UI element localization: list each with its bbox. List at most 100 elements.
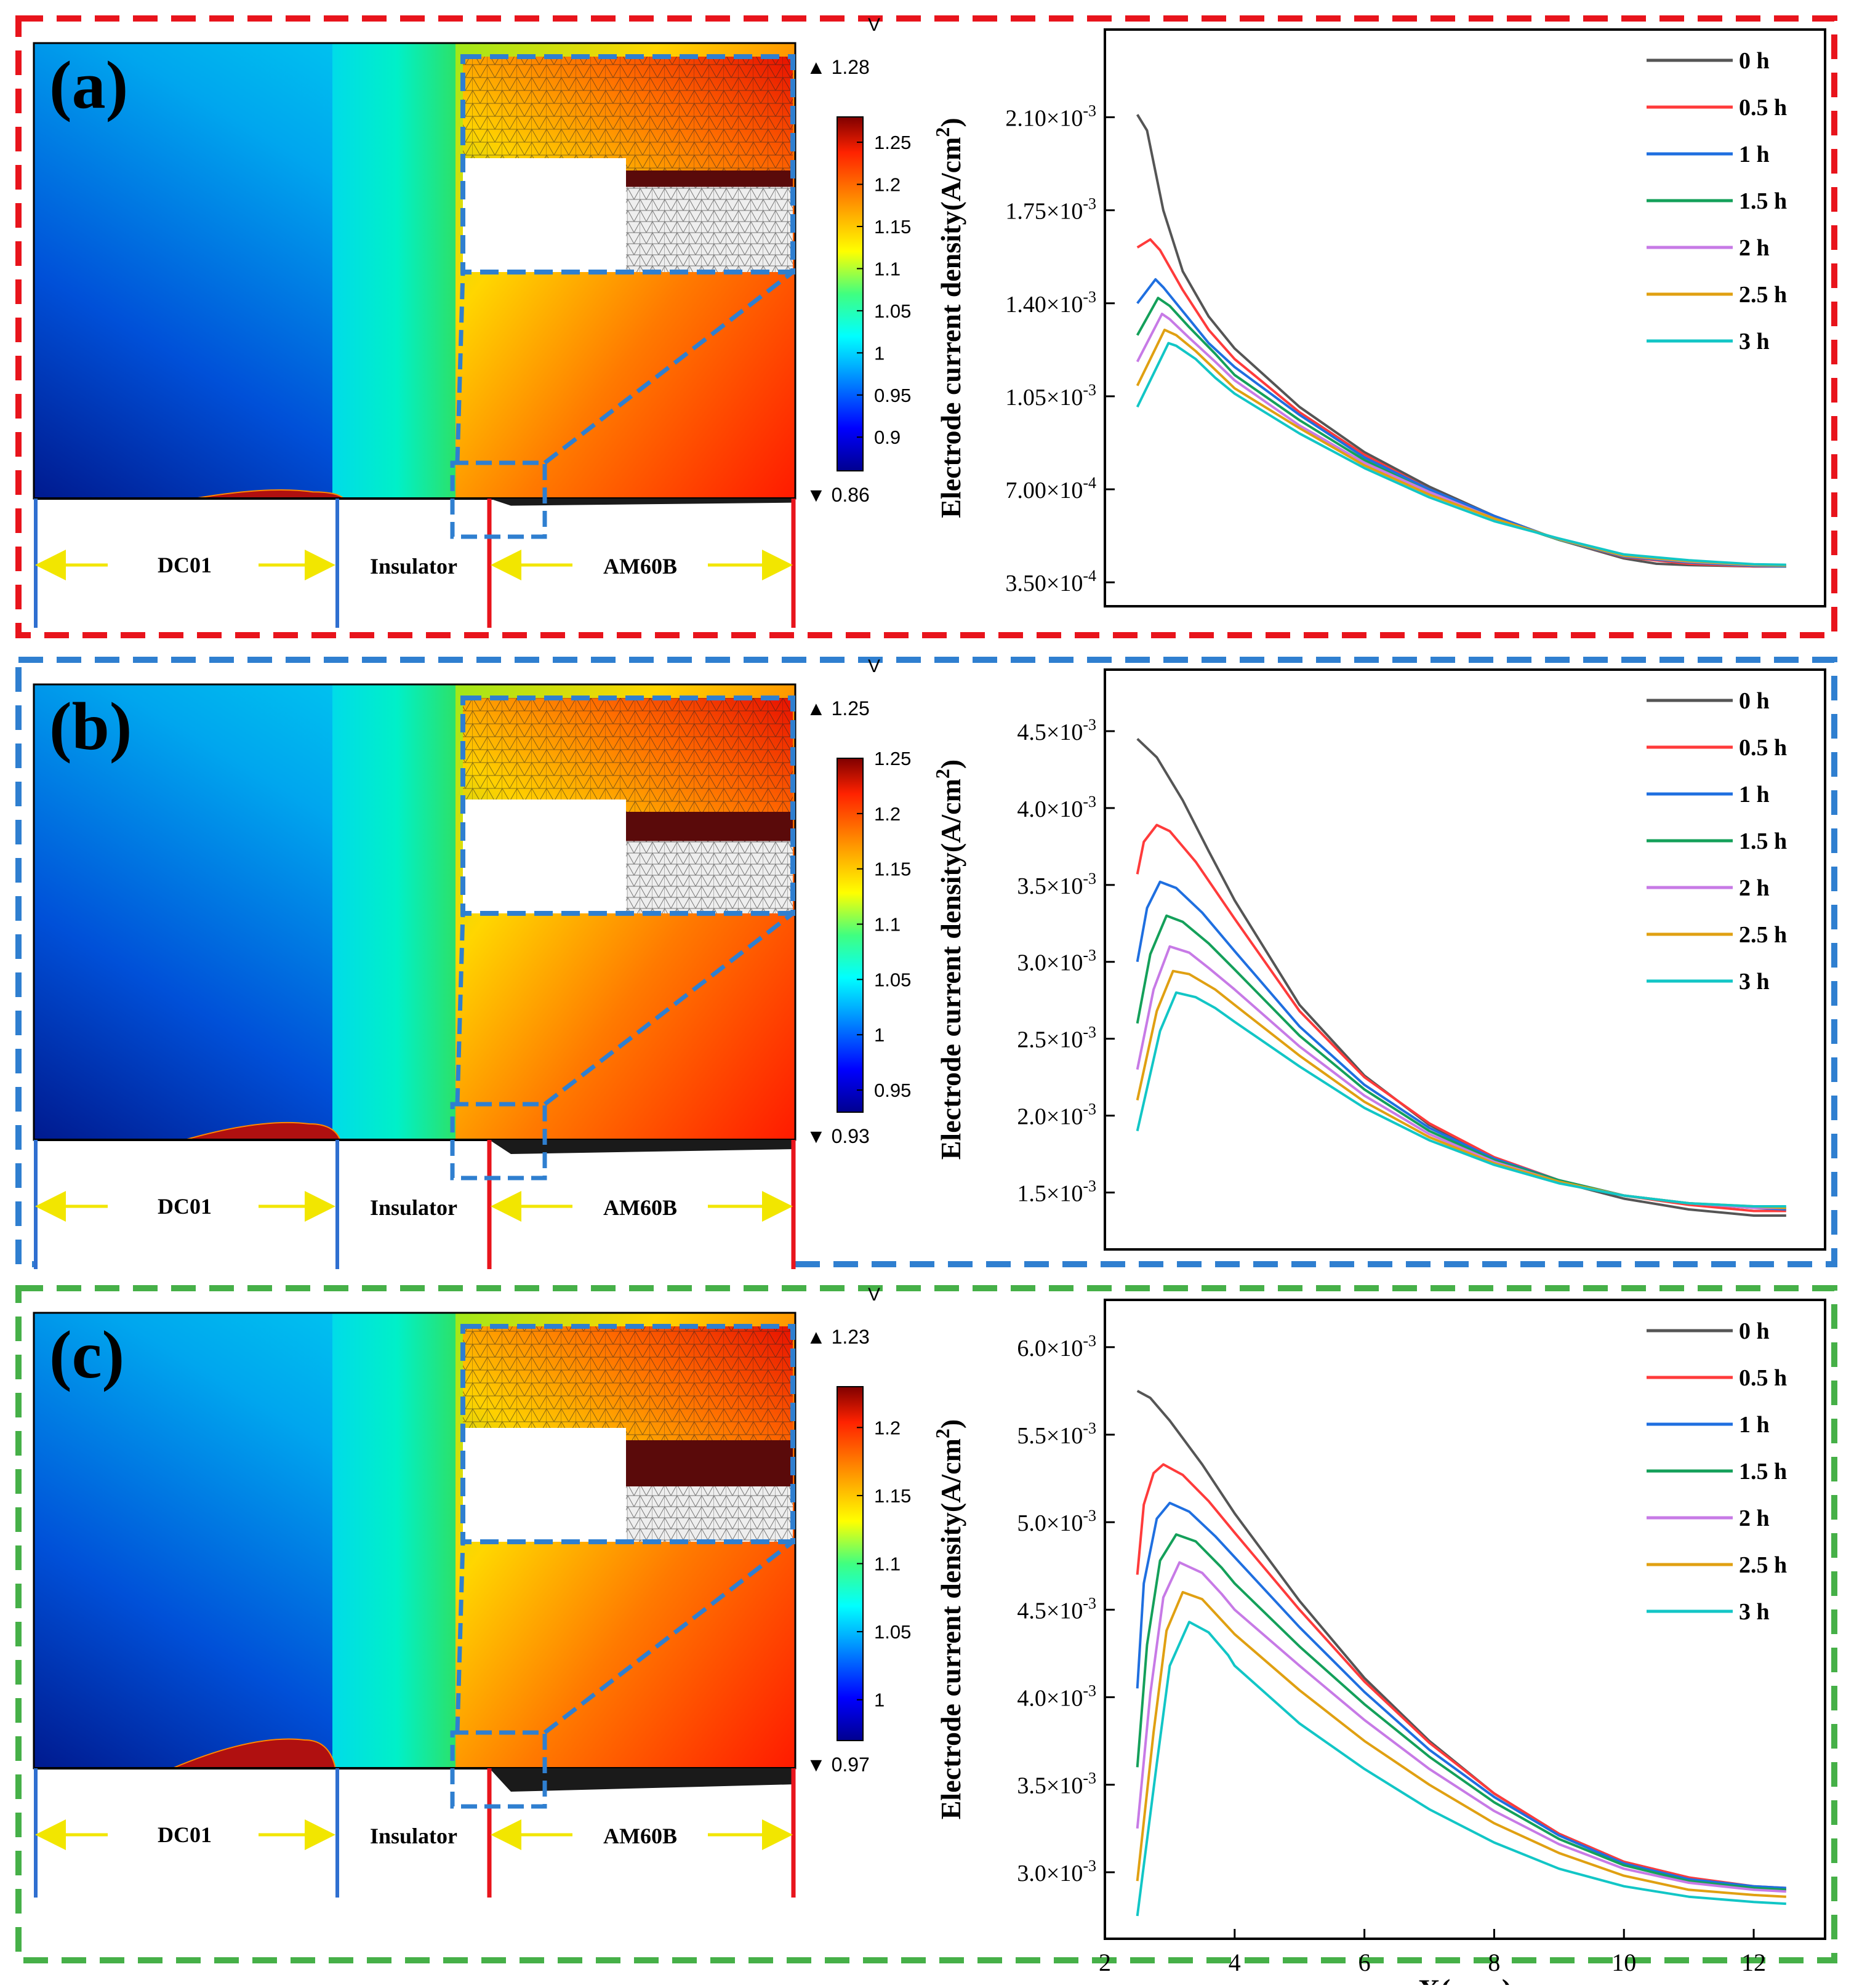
legend-label: 2 h: [1739, 875, 1770, 901]
current-density-chart-a: 3.50×10-4 7.00×10-4 1.05×10-3 1.40×10-3 1.75…: [931, 28, 1826, 607]
colorbar-gradient: [837, 758, 864, 1113]
y-tick-label: 2.10×10-3: [1005, 102, 1096, 131]
insulator-label: Insulator: [370, 554, 457, 579]
y-tick-label: 7.00×10-4: [1005, 474, 1096, 503]
dc01-label: DC01: [158, 553, 212, 577]
current-density-chart-c: 3.0×10-3 3.5×10-3 4.0×10-3 4.5×10-3 5.0×10-3…: [931, 1299, 1826, 1988]
x-tick-label: 10: [1611, 1949, 1636, 1976]
series-line-2-5-h: [1136, 1590, 1786, 1898]
panel-label: (c): [49, 1317, 124, 1392]
x-axis-label: X(mm): [1418, 1973, 1512, 1985]
inset-film: [626, 812, 793, 841]
colorbar-tick-label: 1.1: [874, 1553, 901, 1575]
colorbar-tick-label: 1.05: [874, 1621, 911, 1643]
panel-label: (b): [49, 689, 132, 764]
y-tick-label: 1.5×10-3: [1017, 1177, 1096, 1207]
legend-label: 0.5 h: [1739, 735, 1787, 761]
y-tick-label: 4.5×10-3: [1017, 1594, 1096, 1624]
mesh-zoom-inset: [460, 54, 795, 275]
potential-field-plot: DC01 Insulator AM60B: [33, 42, 797, 628]
colorbar-tick-label: 1.2: [874, 1417, 901, 1438]
colorbar-tick-label: 1.2: [874, 174, 901, 196]
legend-label: 0 h: [1739, 688, 1770, 714]
am60b-label: AM60B: [603, 1195, 677, 1220]
colorbar: V ▲ 1.28 ▼ 0.86 1.25 1.2 1.15 1.1 1.05 1 0.95 0.9: [806, 15, 911, 506]
series-line-1-h: [1136, 1501, 1786, 1890]
zoom-source-box: [450, 460, 547, 539]
legend-label: 3 h: [1739, 969, 1770, 995]
panel-label: (a): [49, 47, 128, 122]
y-axis-label: Electrode current density(A/cm2): [931, 118, 966, 518]
panel-c: DC01 Insulator AM60B (c) V ▲ 1.23 ▼ 0.97 1.2 1.1…: [15, 1285, 1837, 1963]
legend-label: 1 h: [1739, 782, 1770, 808]
colorbar-tick-label: 1: [874, 1689, 885, 1711]
x-tick-label: 2: [1099, 1949, 1111, 1976]
colorbar-tick-label: 1.25: [874, 748, 911, 769]
x-tick-label: 6: [1358, 1949, 1371, 1976]
potential-field-plot: DC01 Insulator AM60B: [33, 1312, 797, 1898]
y-tick-label: 1.05×10-3: [1005, 381, 1096, 411]
colorbar: V ▲ 1.23 ▼ 0.97 1.2 1.15 1.1 1.05 1: [806, 1285, 911, 1776]
legend-label: 3 h: [1739, 1599, 1770, 1625]
y-tick-label: 2.5×10-3: [1017, 1024, 1096, 1053]
plot-area: [1104, 28, 1826, 607]
legend-label: 1.5 h: [1739, 828, 1787, 854]
y-tick-label: 2.0×10-3: [1017, 1100, 1096, 1130]
am60b-film: [489, 1140, 795, 1154]
panel-frame: [15, 1285, 1837, 1963]
panel-a: DC01 Insulator AM60B (a) V ▲ 1.28 ▼ 0.86 1.25 1.…: [15, 15, 1837, 638]
mesh-zoom-inset: [460, 1324, 795, 1544]
colorbar-tick-label: 1.2: [874, 803, 901, 825]
colorbar-gradient: [837, 116, 864, 471]
colorbar-unit: V: [868, 656, 880, 676]
colorbar-unit: V: [868, 15, 880, 35]
inset-frame: [460, 1324, 795, 1544]
plot-area: [1104, 668, 1826, 1251]
colorbar-tick-label: 1: [874, 1024, 885, 1046]
series-line-3-h: [1136, 1621, 1786, 1917]
inset-frame: [460, 54, 795, 275]
zoom-connector-right: [543, 270, 795, 465]
series-line-3-h: [1136, 342, 1786, 566]
legend-label: 2.5 h: [1739, 282, 1787, 308]
insulator-label: Insulator: [370, 1824, 457, 1848]
y-tick-label: 4.0×10-3: [1017, 793, 1096, 822]
am60b-film: [489, 499, 795, 506]
colorbar-tick-label: 1.15: [874, 1485, 911, 1507]
zoom-source-box: [450, 1730, 547, 1809]
panel-frame: [15, 657, 1837, 1267]
electrode-region: [34, 1768, 795, 1898]
legend-label: 2.5 h: [1739, 922, 1787, 948]
am60b-label: AM60B: [603, 554, 677, 579]
dc01-deposit: [172, 1738, 337, 1769]
colorbar-tick-label: 1.15: [874, 859, 911, 880]
colorbar-tick-label: 1.15: [874, 216, 911, 238]
y-axis-label: Electrode current density(A/cm2): [931, 1419, 966, 1820]
colorbar-max: ▲ 1.28: [806, 56, 870, 78]
legend-label: 1 h: [1739, 142, 1770, 167]
series-line-3-h: [1136, 991, 1786, 1208]
y-tick-label: 4.0×10-3: [1017, 1682, 1096, 1712]
x-tick-label: 12: [1741, 1949, 1766, 1976]
legend-label: 0.5 h: [1739, 95, 1787, 121]
legend-label: 0 h: [1739, 48, 1770, 74]
inset-film: [626, 1440, 793, 1486]
dc01-label: DC01: [158, 1194, 212, 1219]
legend-label: 0.5 h: [1739, 1365, 1787, 1391]
colorbar-tick-label: 1.1: [874, 914, 901, 936]
zoom-connector-left: [455, 1541, 465, 1733]
y-tick-label: 5.0×10-3: [1017, 1507, 1096, 1536]
colorbar-min: ▼ 0.86: [806, 484, 870, 506]
electrode-region: [34, 1140, 795, 1269]
colorbar: V ▲ 1.25 ▼ 0.93 1.25 1.2 1.15 1.1 1.05 1 0.95: [806, 656, 911, 1147]
colorbar-unit: V: [868, 1285, 880, 1305]
series-line-0-5-h: [1136, 1463, 1786, 1890]
current-density-chart-b: 1.5×10-3 2.0×10-3 2.5×10-3 3.0×10-3 3.5×10-3…: [931, 668, 1826, 1251]
panel-b: DC01 Insulator AM60B (b) V ▲ 1.25 ▼ 0.93 1.25 1.…: [15, 656, 1837, 1269]
inset-frame: [460, 695, 795, 916]
legend-label: 2.5 h: [1739, 1552, 1787, 1578]
dc01-deposit: [184, 1121, 341, 1140]
x-tick-label: 8: [1488, 1949, 1500, 1976]
